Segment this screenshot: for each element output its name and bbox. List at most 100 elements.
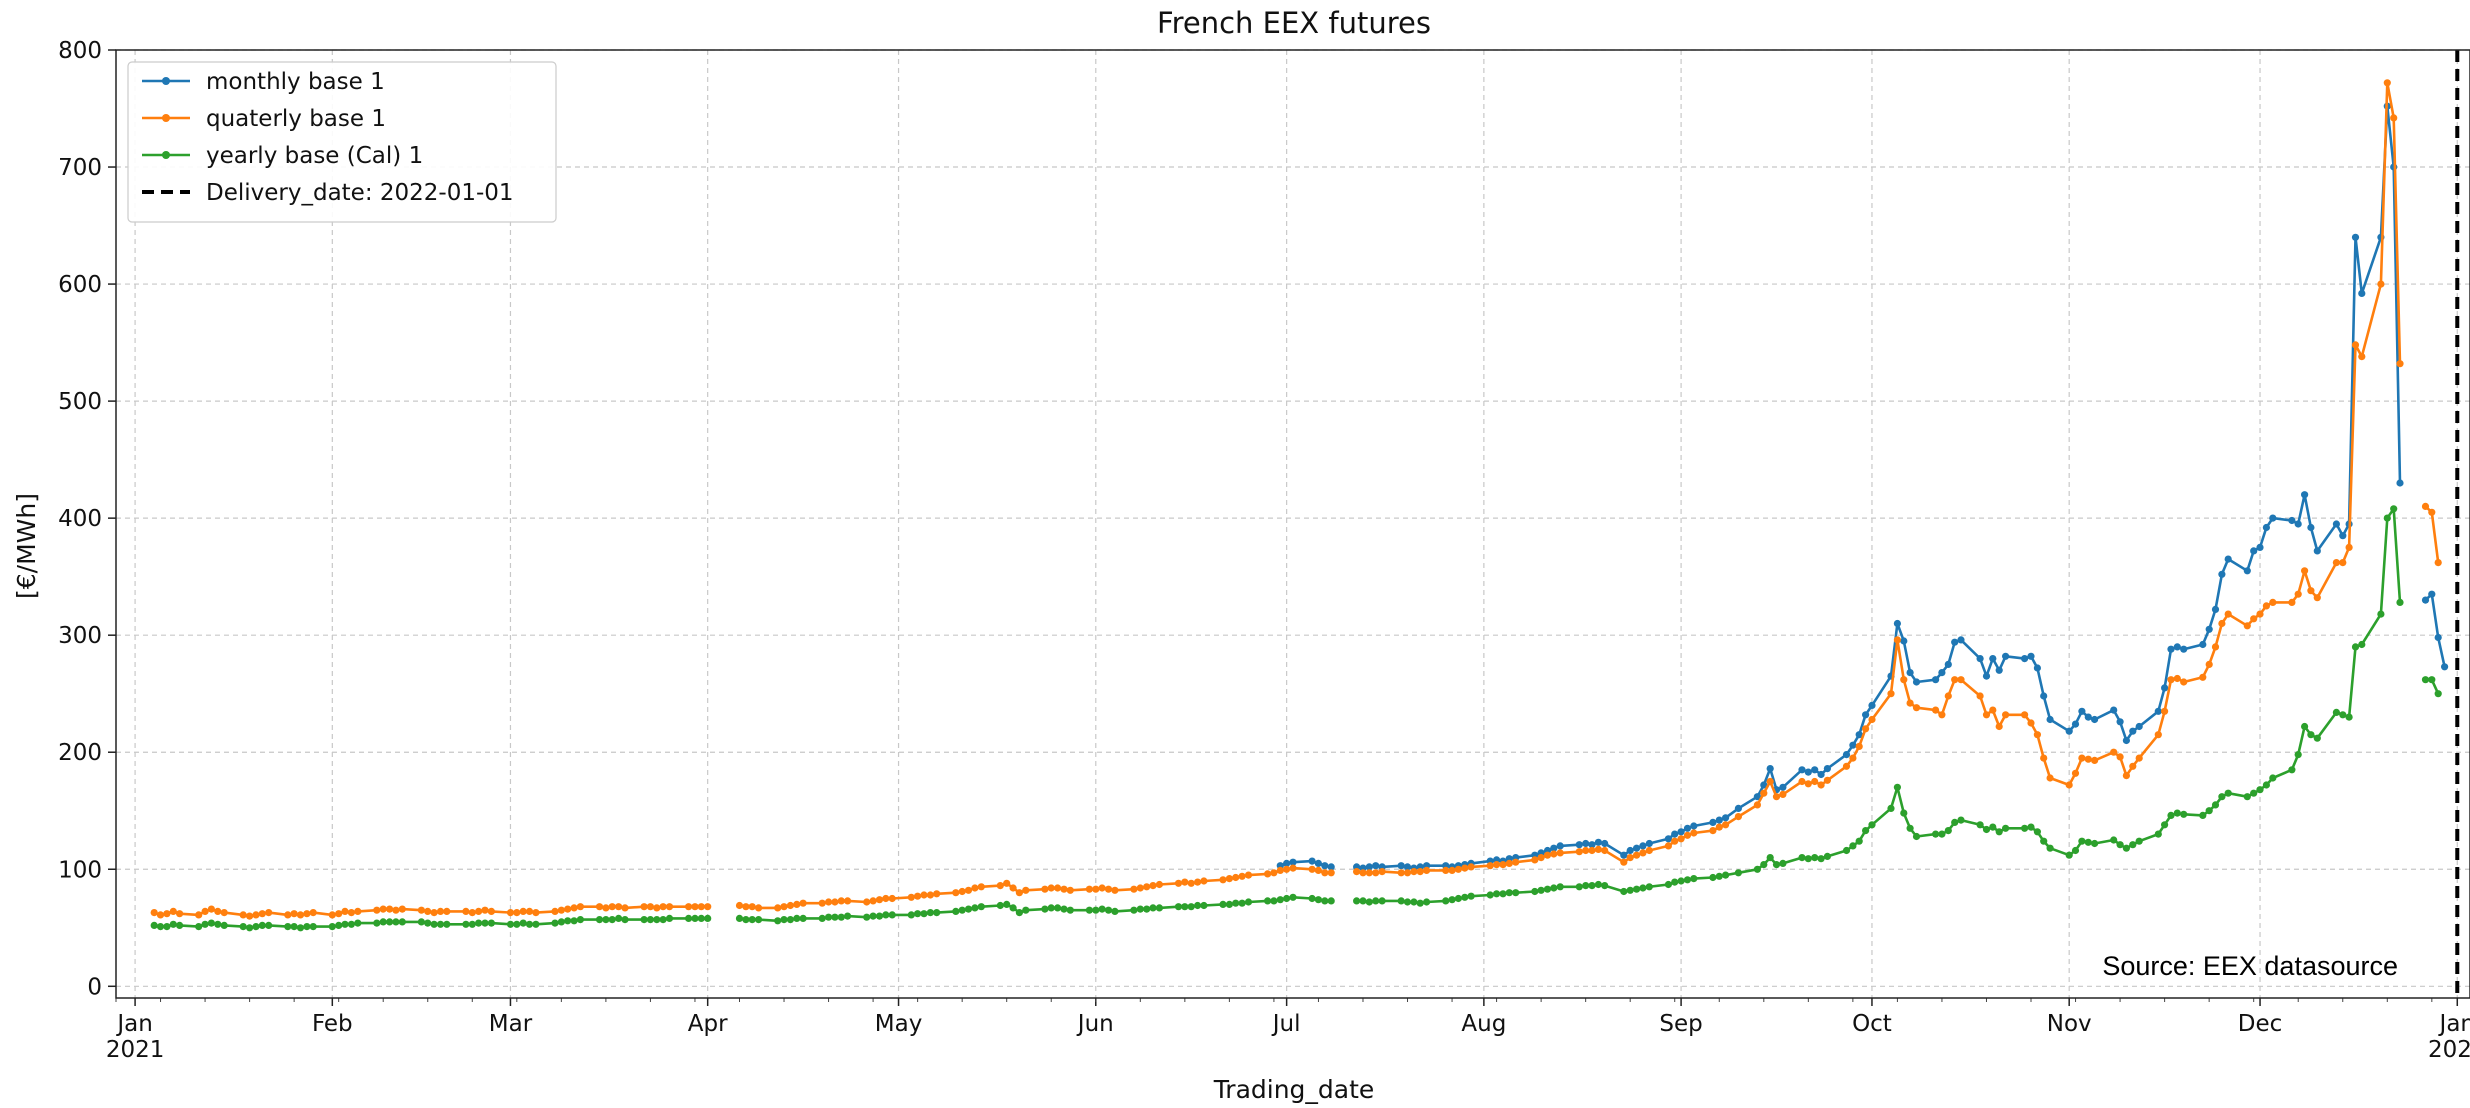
data-point xyxy=(1264,870,1272,878)
data-point xyxy=(1225,900,1233,909)
data-point xyxy=(748,916,756,924)
data-point xyxy=(2390,505,2398,513)
data-point xyxy=(525,907,534,916)
data-point xyxy=(163,910,171,918)
data-point xyxy=(303,923,311,931)
data-point xyxy=(1715,816,1723,824)
data-point xyxy=(1639,849,1647,857)
data-point xyxy=(2301,491,2309,499)
data-point xyxy=(1155,880,1163,889)
data-point xyxy=(2313,547,2321,555)
data-point xyxy=(1022,886,1030,894)
data-point xyxy=(576,903,585,911)
data-point xyxy=(2218,793,2226,801)
data-point xyxy=(2154,707,2162,715)
data-point xyxy=(818,899,826,907)
data-point xyxy=(2167,676,2175,684)
data-point xyxy=(430,920,438,928)
data-point xyxy=(1722,814,1730,822)
data-point xyxy=(1753,801,1761,809)
data-point xyxy=(1321,869,1329,877)
data-point xyxy=(933,890,941,898)
data-point xyxy=(1976,821,1984,829)
data-point xyxy=(1677,835,1685,843)
data-point xyxy=(296,911,305,919)
data-point xyxy=(309,909,317,917)
data-point xyxy=(1454,894,1462,903)
data-point xyxy=(1932,676,1940,684)
x-tick-label: Nov xyxy=(2047,1011,2092,1037)
data-point xyxy=(1085,885,1093,893)
x-tick-label: Apr xyxy=(688,1011,728,1037)
data-point xyxy=(1982,672,1991,680)
plot-frame xyxy=(115,49,2470,999)
data-point xyxy=(519,919,527,927)
data-point xyxy=(2199,811,2207,820)
data-point xyxy=(2091,839,2099,848)
data-point xyxy=(793,914,801,923)
data-point xyxy=(1238,872,1246,880)
data-point xyxy=(1461,864,1469,872)
y-tick-label: 100 xyxy=(58,857,102,883)
data-point xyxy=(2332,708,2340,717)
data-point xyxy=(1690,829,1698,837)
data-point xyxy=(1378,868,1386,876)
data-point xyxy=(169,920,177,928)
data-point xyxy=(576,916,585,924)
data-point xyxy=(1594,838,1602,846)
data-point xyxy=(1359,897,1367,905)
data-point xyxy=(1353,897,1361,905)
data-point xyxy=(608,916,616,924)
data-point xyxy=(2250,615,2258,623)
data-point xyxy=(691,914,699,923)
data-point xyxy=(1893,783,1901,791)
data-point xyxy=(831,898,839,906)
data-point xyxy=(487,907,495,916)
data-point xyxy=(1505,889,1513,897)
data-point xyxy=(1633,851,1641,859)
data-point xyxy=(1244,898,1253,906)
data-point xyxy=(1111,886,1119,894)
data-point xyxy=(2301,722,2309,731)
data-point xyxy=(1232,899,1240,907)
data-point xyxy=(2122,844,2130,852)
data-point xyxy=(615,903,623,911)
data-point xyxy=(1862,827,1870,835)
data-point xyxy=(831,913,839,921)
data-point xyxy=(1760,781,1768,789)
data-point xyxy=(914,910,922,918)
data-point xyxy=(1327,897,1335,905)
data-point xyxy=(2339,532,2347,540)
data-point xyxy=(1887,690,1895,698)
data-point xyxy=(2173,643,2181,651)
data-point xyxy=(748,903,756,911)
data-point xyxy=(755,916,763,924)
data-point xyxy=(799,899,807,907)
data-point xyxy=(265,921,273,930)
data-point xyxy=(1416,868,1424,876)
data-point xyxy=(2313,594,2321,602)
data-point xyxy=(2211,801,2220,809)
data-point xyxy=(1423,898,1431,906)
data-point xyxy=(1976,692,1984,700)
data-point xyxy=(1620,887,1628,896)
data-point xyxy=(392,906,400,914)
data-point xyxy=(2129,762,2137,770)
data-point xyxy=(1365,898,1373,906)
data-point xyxy=(462,907,470,916)
legend-item: Delivery_date: 2022-01-01 xyxy=(142,180,514,206)
data-point xyxy=(1372,869,1380,877)
data-point xyxy=(379,918,387,926)
data-point xyxy=(1734,804,1742,813)
data-point xyxy=(1645,846,1653,855)
data-point xyxy=(653,904,661,912)
data-point xyxy=(1015,909,1024,917)
data-point xyxy=(1995,666,2003,674)
data-point xyxy=(239,923,247,931)
data-point xyxy=(780,916,788,924)
data-point xyxy=(1174,903,1183,911)
data-point xyxy=(1709,818,1717,827)
data-point xyxy=(646,916,655,924)
data-point xyxy=(735,914,744,923)
data-point xyxy=(1645,883,1653,891)
